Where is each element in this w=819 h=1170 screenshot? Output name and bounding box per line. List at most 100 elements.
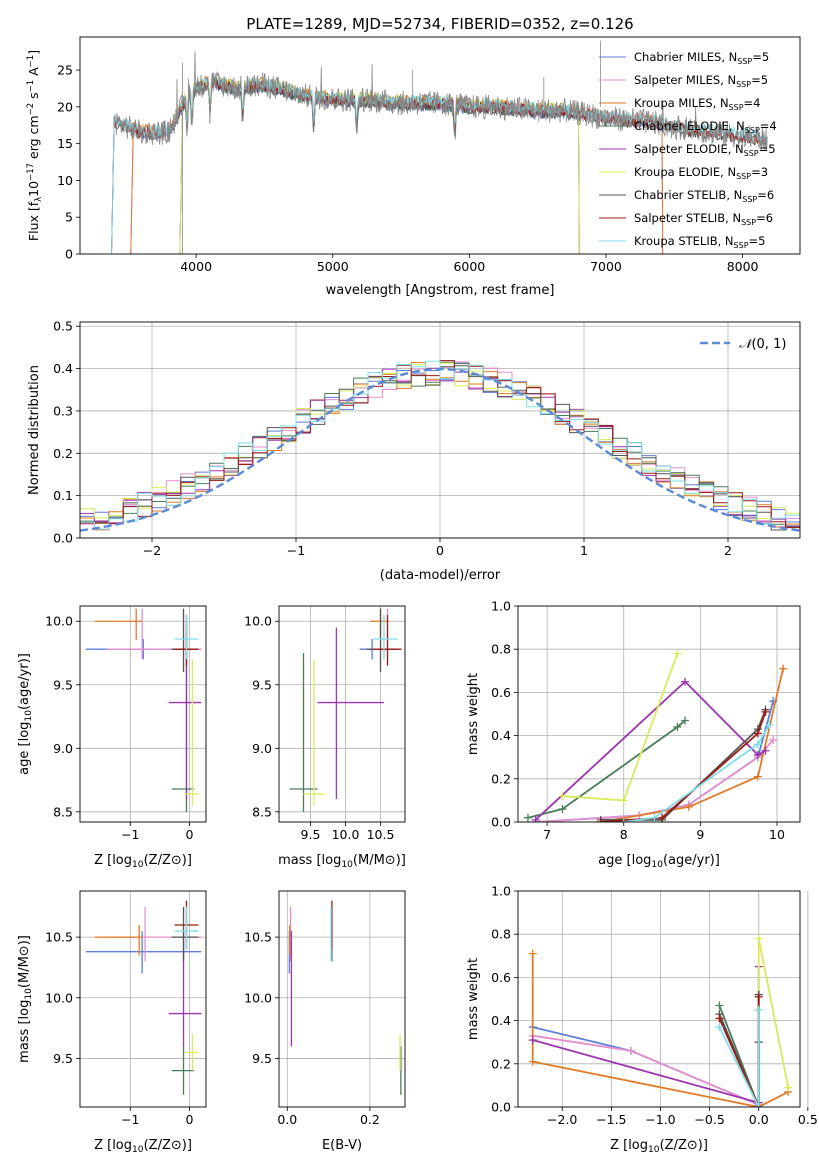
x-tick-label: −1	[287, 543, 305, 558]
y-axis-label: mass [log10(M/M⊙)]	[17, 935, 34, 1063]
mass-weight-marker	[558, 792, 567, 801]
age-Z-plot-area	[85, 608, 202, 812]
mass-weight-marker	[619, 796, 628, 805]
x-tick-label: 5000	[317, 259, 349, 274]
x-tick-label: −1	[121, 827, 139, 842]
mass-weight-marker	[650, 813, 659, 822]
y-tick-label: 15	[57, 136, 73, 151]
legend-label: 𝒩(0, 1)	[739, 337, 786, 352]
mass-weight-marker	[784, 1083, 793, 1092]
mass-weight-marker	[779, 664, 788, 673]
x-axis-label: mass [log10(M/M⊙)]	[278, 853, 406, 870]
y-tick-label: 0.3	[53, 403, 73, 418]
y-tick-label: 0.8	[491, 927, 511, 942]
mass-weight-marker	[528, 1057, 537, 1066]
y-tick-label: 10.5	[244, 930, 272, 945]
legend-label: Salpeter MILES, NSSP=5	[634, 73, 768, 89]
mass-weight-marker	[684, 802, 693, 811]
figure-title: PLATE=1289, MJD=52734, FIBERID=0352, z=0…	[246, 15, 633, 33]
y-tick-label: 20	[57, 99, 73, 114]
mw-age-panel: 7 8 9 10 0.0 0.2 0.4 0.6 0.8 1.0 age [log10(age/yr…	[466, 599, 801, 870]
x-tick-label: −1	[121, 1112, 139, 1127]
mass-weight-line	[600, 668, 784, 822]
x-tick-label: 0.5	[798, 1112, 818, 1127]
mass-weight-marker	[761, 707, 770, 716]
x-tick-label: 7	[543, 827, 551, 842]
mass-weight-marker	[754, 1103, 763, 1107]
x-axis-label: Z [log10(Z/Z⊙)]	[94, 1138, 192, 1155]
mass-weight-marker	[754, 934, 763, 943]
y-tick-label: 10.0	[244, 990, 272, 1005]
axes-frame	[517, 890, 801, 1108]
mass-weight-marker	[626, 1046, 635, 1055]
y-tick-label: 8.5	[53, 804, 73, 819]
axes-frame	[278, 890, 406, 1108]
x-tick-label: 0	[185, 1112, 193, 1127]
y-tick-label: 10.0	[244, 614, 272, 629]
x-tick-label: 2	[724, 543, 732, 558]
x-axis-label: E(B-V)	[322, 1138, 362, 1153]
x-tick-label: 9	[696, 827, 704, 842]
x-tick-label: 0	[185, 827, 193, 842]
x-tick-label: 9.5	[301, 827, 321, 842]
y-tick-label: 0.6	[491, 685, 511, 700]
y-tick-label: 1.0	[491, 884, 511, 899]
x-tick-label: 8000	[727, 259, 759, 274]
y-axis-label: mass weight	[466, 673, 481, 755]
legend-label: Kroupa MILES, NSSP=4	[634, 96, 760, 112]
y-tick-label: 0.4	[491, 728, 511, 743]
axes-frame	[79, 321, 801, 539]
mass-weight-marker	[523, 813, 532, 822]
x-tick-label: 0.0	[749, 1112, 769, 1127]
legend-label: Salpeter STELIB, NSSP=6	[634, 211, 773, 227]
x-axis-label: Z [log10(Z/Z⊙)]	[610, 1138, 708, 1155]
y-axis-label: Flux [fλ10−17 erg cm−2 s−1 A−1]	[26, 50, 44, 241]
x-axis-label: wavelength [Angstrom, rest frame]	[326, 283, 555, 298]
mass-weight-marker	[681, 677, 690, 686]
mass-weight-marker	[528, 1036, 537, 1045]
mw-age-plot-area	[523, 649, 788, 822]
mass-weight-marker	[769, 735, 778, 744]
mw-Z-plot-area	[528, 934, 793, 1107]
y-tick-label: 25	[57, 63, 73, 78]
x-axis-label: Z [log10(Z/Z⊙)]	[94, 853, 192, 870]
y-tick-label: 0.2	[491, 1056, 511, 1071]
mass-weight-marker	[528, 949, 537, 958]
mass-weight-line	[718, 1009, 760, 1107]
mass-weight-marker	[754, 1005, 763, 1014]
mass-weight-marker	[673, 722, 682, 731]
x-tick-label: 0.0	[277, 1112, 297, 1127]
y-tick-label: 0.5	[53, 319, 73, 334]
mass-weight-marker	[765, 720, 774, 729]
y-tick-label: 9.0	[53, 741, 73, 756]
legend-label: Chabrier STELIB, NSSP=6	[634, 188, 774, 204]
mass-weight-marker	[761, 746, 770, 755]
mass-ebv-panel: 0.0 0.2 9.5 10.0 10.5	[244, 890, 406, 1127]
mass-Z-panel: −1 0 9.5 10.0 10.5 Z [log10(Z/Z⊙)] mass [log10…	[17, 890, 207, 1155]
mass-weight-marker	[596, 818, 605, 822]
mass-weight-marker	[619, 818, 628, 822]
spectrum-legend: Chabrier MILES, NSSP=5 Salpeter MILES, NS…	[599, 50, 777, 250]
residuals-plot-area	[80, 360, 800, 532]
x-tick-label: −2	[143, 543, 161, 558]
y-tick-label: 0.6	[491, 970, 511, 985]
y-tick-label: 10	[57, 173, 73, 188]
x-tick-label: 7000	[590, 259, 622, 274]
x-tick-label: 0	[436, 543, 444, 558]
spectrum-plot-area	[111, 40, 768, 254]
mass-weight-line	[527, 719, 686, 819]
y-tick-label: 10.0	[45, 990, 73, 1005]
age-mass-panel: 9.5 10.0 10.5 8.5 9.0 9.5 10.0 mass [log10(M/M⊙…	[244, 605, 406, 870]
mass-weight-line	[532, 1034, 760, 1107]
y-tick-label: 9.5	[252, 1051, 272, 1066]
y-tick-label: 0.2	[53, 446, 73, 461]
mass-weight-marker	[715, 1001, 724, 1010]
x-tick-label: 10	[769, 827, 785, 842]
x-tick-label: 10.0	[332, 827, 360, 842]
y-tick-label: 0.0	[491, 815, 511, 830]
mass-weight-line	[600, 711, 767, 822]
x-tick-label: 0.2	[360, 1112, 380, 1127]
mass-weight-line	[534, 680, 766, 821]
spectrum-panel: 4000 5000 6000 7000 8000 0 5 10 15 20 25 wavelength…	[26, 36, 801, 298]
residuals-panel: −2 −1 0 1 2 0.0 0.1 0.2 0.3 0.4 0.5 (data-model)/er…	[27, 319, 801, 583]
